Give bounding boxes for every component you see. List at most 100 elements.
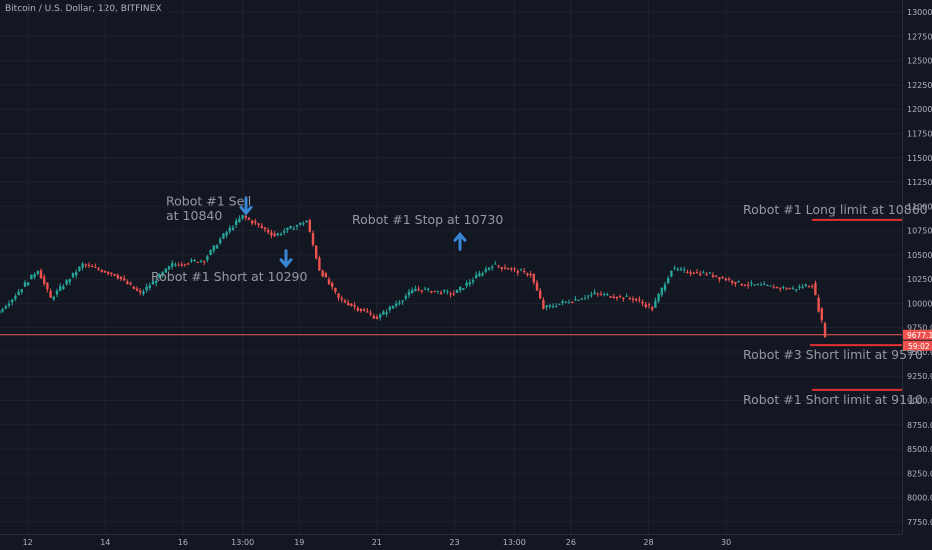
candle-body bbox=[443, 290, 446, 292]
candle-body bbox=[590, 294, 593, 296]
candle-body bbox=[772, 287, 775, 289]
x-tick-label: 14 bbox=[100, 538, 110, 547]
candle-body bbox=[606, 294, 609, 296]
candle-body bbox=[0, 310, 1, 314]
candle-body bbox=[638, 299, 641, 301]
candle-body bbox=[145, 286, 148, 291]
candle-body bbox=[404, 296, 407, 299]
y-tick-label: 9000.0 bbox=[907, 397, 932, 406]
candle-body bbox=[779, 287, 782, 289]
candle-body bbox=[510, 268, 513, 270]
candle-body bbox=[84, 264, 87, 266]
candle-body bbox=[721, 277, 724, 279]
candle-body bbox=[612, 296, 615, 299]
candle-body bbox=[254, 221, 257, 223]
candle-body bbox=[785, 288, 788, 290]
candle-body bbox=[190, 259, 193, 262]
candle-body bbox=[820, 308, 823, 321]
candle-body bbox=[727, 278, 731, 280]
candle-body bbox=[788, 288, 791, 290]
candle-body bbox=[331, 282, 334, 287]
y-tick-label: 8250.0 bbox=[907, 469, 932, 478]
candle-body bbox=[241, 214, 244, 219]
limit-label: Robot #3 Short limit at 9570 bbox=[743, 347, 923, 362]
limit-label: Robot #1 Short limit at 9110 bbox=[743, 392, 923, 407]
x-tick-label: 13:00 bbox=[503, 538, 526, 547]
candle-body bbox=[33, 274, 36, 278]
candle-body bbox=[695, 272, 699, 274]
candle-body bbox=[804, 284, 807, 286]
candle-body bbox=[548, 305, 551, 307]
candle-body bbox=[523, 271, 526, 273]
candle-body bbox=[113, 274, 116, 276]
candle-body bbox=[219, 239, 222, 244]
x-tick-label: 13:00 bbox=[231, 538, 254, 547]
candle-body bbox=[347, 302, 350, 306]
candle-body bbox=[302, 223, 305, 225]
candle-body bbox=[46, 283, 49, 290]
candle-body bbox=[737, 280, 740, 282]
candle-body bbox=[59, 286, 62, 291]
candle-body bbox=[823, 323, 827, 337]
countdown: 59:02 bbox=[908, 342, 930, 351]
candle-body bbox=[414, 288, 417, 292]
candle-body bbox=[734, 281, 737, 284]
candle-body bbox=[798, 286, 801, 288]
candle-body bbox=[324, 273, 327, 278]
candle-body bbox=[503, 267, 507, 269]
arrow-shape bbox=[239, 196, 253, 216]
candle-body bbox=[587, 295, 590, 297]
candle-body bbox=[135, 288, 139, 291]
candle-body bbox=[359, 308, 363, 311]
candle-body bbox=[119, 276, 123, 280]
y-tick-label: 8500.0 bbox=[907, 445, 932, 454]
annotation-label: Robot #1 Sell bbox=[166, 193, 251, 208]
candle-body bbox=[311, 232, 315, 245]
candle-body bbox=[206, 256, 209, 261]
candle-body bbox=[11, 299, 14, 303]
y-tick-label: 12500.0 bbox=[907, 57, 932, 66]
candle-body bbox=[4, 306, 7, 309]
candle-body bbox=[116, 275, 119, 279]
candle-body bbox=[651, 307, 654, 310]
candle-body bbox=[475, 274, 478, 279]
candle-body bbox=[539, 290, 542, 299]
candle-body bbox=[36, 271, 39, 274]
candle-body bbox=[126, 281, 129, 284]
countdown-bg bbox=[903, 340, 932, 351]
candle-body bbox=[571, 302, 574, 304]
candle-body bbox=[567, 302, 571, 304]
candle-body bbox=[276, 233, 279, 236]
candle-body bbox=[350, 303, 353, 306]
candle-body bbox=[465, 282, 468, 286]
chart-title: Bitcoin / U.S. Dollar, 120, BITFINEX bbox=[5, 4, 162, 14]
candle-body bbox=[215, 245, 219, 249]
candle-body bbox=[667, 277, 670, 284]
candle-body bbox=[462, 288, 465, 290]
candle-body bbox=[279, 233, 283, 235]
arrow-shape bbox=[453, 231, 467, 251]
candle-body bbox=[660, 287, 663, 295]
candle-body bbox=[625, 295, 628, 297]
arrow-down-icon bbox=[239, 196, 253, 216]
candle-body bbox=[740, 283, 743, 286]
candle-body bbox=[321, 270, 324, 277]
candle-body bbox=[593, 292, 596, 294]
x-tick-label: 12 bbox=[23, 538, 33, 547]
candle-body bbox=[439, 292, 443, 295]
candle-body bbox=[203, 261, 206, 263]
candle-body bbox=[68, 279, 71, 283]
candle-body bbox=[334, 287, 337, 292]
candle-body bbox=[782, 287, 785, 289]
candle-body bbox=[676, 269, 679, 271]
candle-body bbox=[731, 280, 734, 283]
candle-body bbox=[529, 273, 532, 276]
candle-body bbox=[78, 266, 81, 271]
candle-body bbox=[631, 298, 635, 300]
candle-body bbox=[708, 272, 711, 274]
candle-body bbox=[382, 311, 385, 315]
candle-body bbox=[17, 291, 20, 296]
candle-body bbox=[388, 306, 391, 310]
candle-body bbox=[305, 220, 308, 223]
candle-body bbox=[43, 276, 46, 284]
